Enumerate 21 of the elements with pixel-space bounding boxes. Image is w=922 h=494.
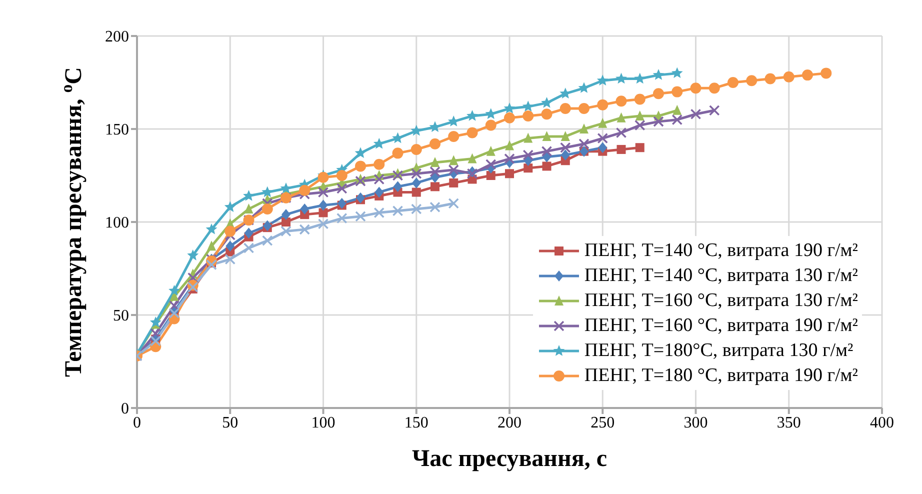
- x-tick-label: 400: [870, 414, 894, 432]
- x-tick-label: 150: [404, 414, 428, 432]
- y-tick-label: 50: [113, 308, 129, 325]
- legend-label: ПЕНГ, Т=160 °С, витрата 130 г/м²: [584, 289, 858, 313]
- x-tick-label: 0: [133, 414, 141, 432]
- y-tick-label: 100: [105, 214, 129, 232]
- legend-label: ПЕНГ, Т=140 °С, витрата 130 г/м²: [584, 264, 858, 288]
- legend-label: ПЕНГ, Т=160 °С, витрата 190 г/м²: [584, 314, 858, 338]
- y-tick-label: 150: [105, 122, 129, 139]
- x-tick-label: 50: [222, 414, 238, 432]
- legend-label: ПЕНГ, Т=140 °С, витрата 190 г/м²: [584, 239, 858, 263]
- legend-label: ПЕНГ, Т=180 °С, витрата 190 г/м²: [584, 364, 858, 388]
- x-axis-title: Час пресування, с: [412, 446, 608, 472]
- legend-label: ПЕНГ, Т=180°С, витрата 130 г/м²: [584, 339, 854, 363]
- x-tick-label: 350: [776, 414, 801, 432]
- y-tick-label: 200: [105, 28, 129, 46]
- x-tick-label: 300: [684, 414, 708, 432]
- x-tick-label: 250: [590, 414, 615, 432]
- x-tick-label: 200: [498, 414, 522, 432]
- x-tick-label: 100: [311, 414, 336, 432]
- y-tick-label: 0: [121, 400, 129, 418]
